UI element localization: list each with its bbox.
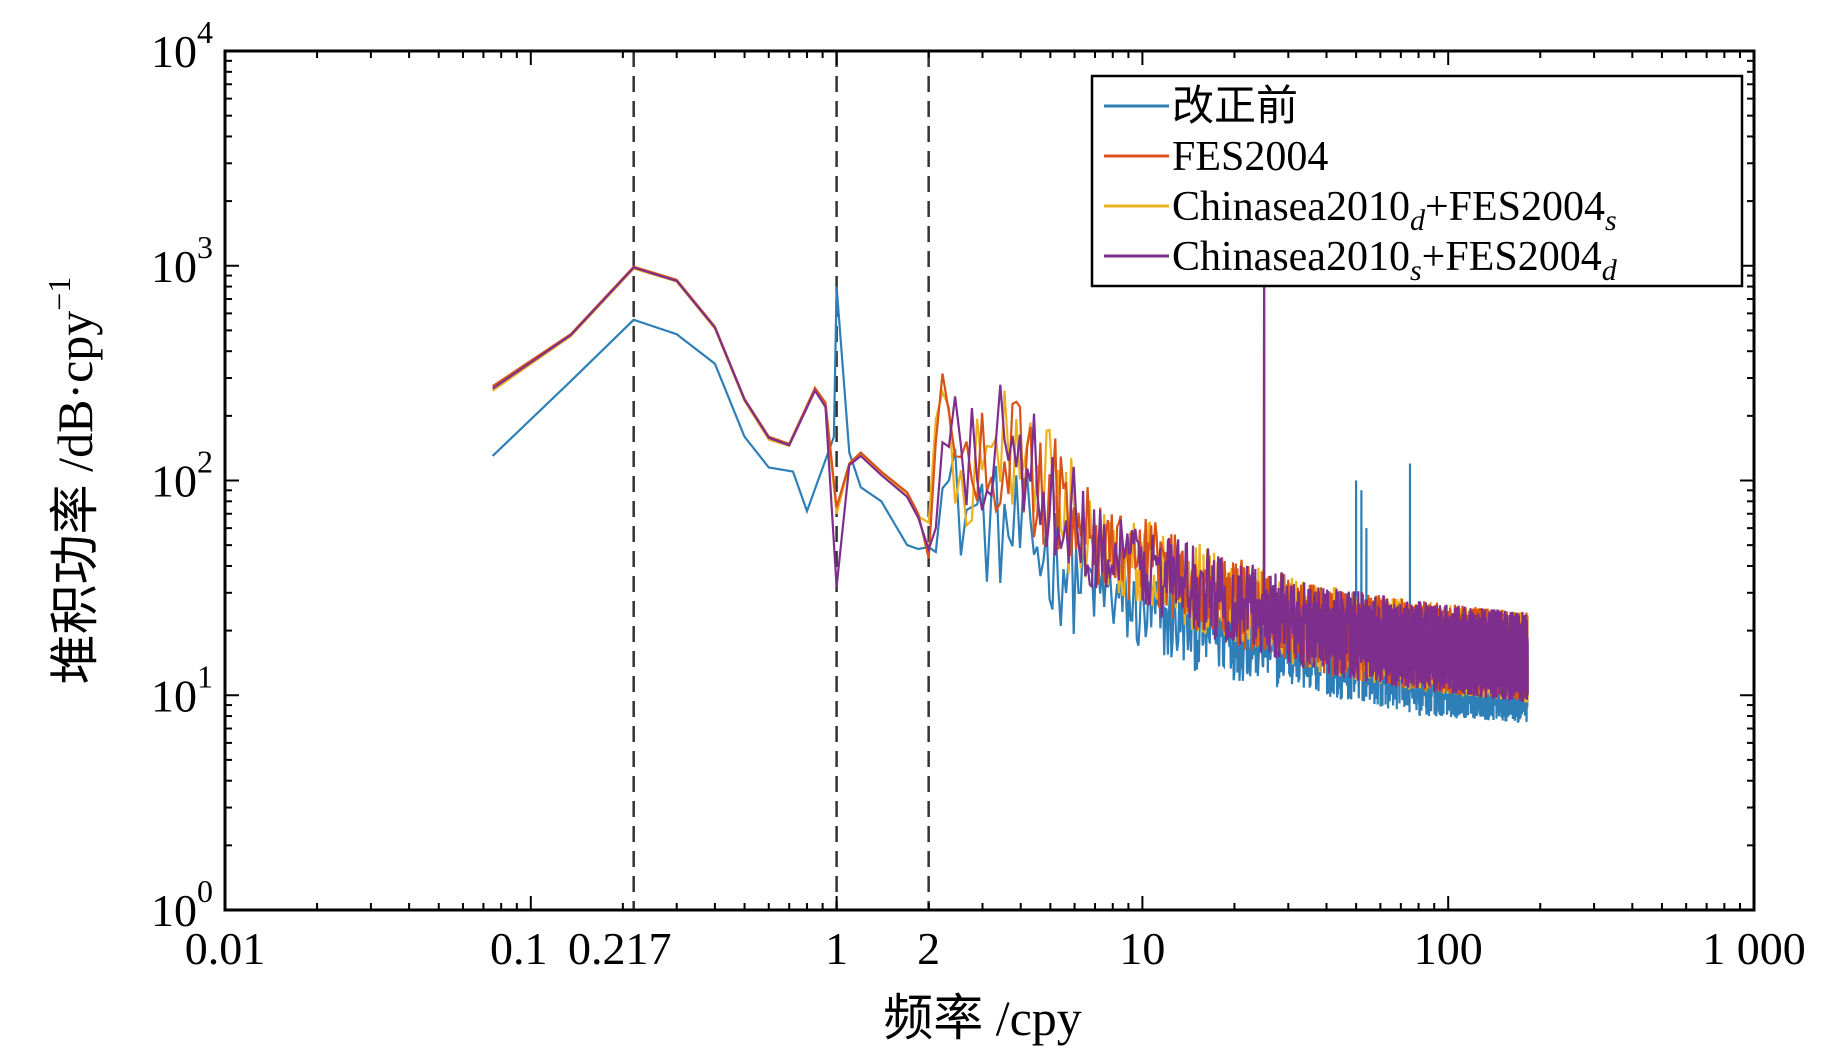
legend-box: [1090, 74, 1744, 288]
x-tick-label: 10: [1119, 923, 1165, 974]
series-line: [491, 256, 1529, 703]
legend-entry: 改正前: [1172, 84, 1298, 130]
x-tick-label: 0.1: [490, 923, 548, 974]
x-axis-title: 频率 /cpy: [883, 990, 1082, 1046]
x-tick-label: 1 000: [1702, 923, 1806, 974]
legend: 改正前FES2004Chinasea2010d+FES2004sChinasea…: [1090, 74, 1744, 288]
x-tick-label: 2: [917, 923, 940, 974]
legend-entry: Chinasea2010s+FES2004d: [1172, 234, 1618, 287]
x-tick-label: 1: [825, 923, 848, 974]
y-axis-title-superscript: −1: [41, 277, 77, 311]
y-tick-label: 103: [151, 229, 213, 292]
legend-entry: FES2004: [1172, 134, 1328, 180]
vertical-reference-lines: [632, 51, 930, 910]
y-tick-label: 100: [151, 873, 213, 936]
x-tick-label: 100: [1414, 923, 1483, 974]
y-tick-label: 101: [151, 658, 213, 721]
y-tick-label: 104: [151, 14, 213, 77]
legend-entry: Chinasea2010d+FES2004s: [1172, 184, 1617, 237]
x-tick-label: 0.01: [185, 923, 266, 974]
axis-ticks: [224, 50, 1755, 911]
y-axis-title-main: 堆积功率 /dB·cpy: [47, 311, 103, 685]
x-tick-label: 0.217: [568, 923, 672, 974]
y-axis-title: 堆积功率 /dB·cpy−1: [41, 277, 103, 685]
x-tick-labels: 0.01 0.1 0.217 1 2 10 100 1 000: [185, 923, 1806, 974]
y-tick-label: 102: [151, 444, 213, 507]
series-layer: [491, 256, 1529, 723]
y-tick-labels: 100 101 102 103 104: [151, 14, 213, 936]
